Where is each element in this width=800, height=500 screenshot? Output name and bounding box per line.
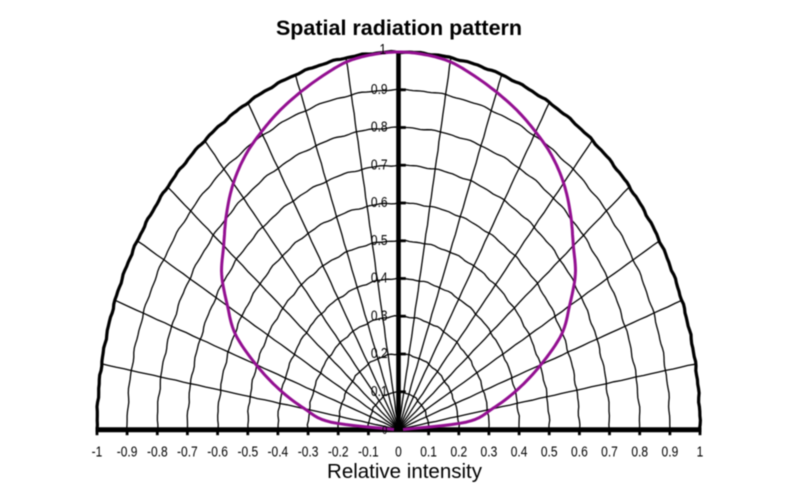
svg-text:0.5: 0.5 [371, 232, 388, 249]
svg-text:-0.1: -0.1 [358, 443, 379, 460]
svg-text:1: 1 [380, 41, 387, 58]
svg-text:-0.7: -0.7 [177, 443, 198, 460]
svg-text:0.8: 0.8 [371, 118, 388, 135]
svg-text:-1: -1 [92, 443, 103, 460]
svg-text:0.2: 0.2 [450, 443, 467, 460]
svg-text:0.7: 0.7 [371, 156, 388, 173]
svg-text:-0.6: -0.6 [207, 443, 228, 460]
svg-text:0.2: 0.2 [371, 345, 388, 362]
svg-text:-0.3: -0.3 [298, 443, 319, 460]
svg-text:0.9: 0.9 [662, 443, 679, 460]
svg-text:0.7: 0.7 [601, 443, 618, 460]
svg-text:0.1: 0.1 [371, 383, 388, 400]
svg-text:0.1: 0.1 [420, 443, 437, 460]
svg-text:-0.2: -0.2 [328, 443, 349, 460]
svg-text:-0.9: -0.9 [117, 443, 138, 460]
svg-text:0: 0 [382, 425, 387, 437]
svg-text:0.6: 0.6 [371, 194, 388, 211]
svg-text:-0.5: -0.5 [237, 443, 258, 460]
svg-text:0.3: 0.3 [371, 307, 388, 324]
svg-text:Spatial radiation pattern: Spatial radiation pattern [276, 16, 522, 40]
svg-text:0.8: 0.8 [631, 443, 648, 460]
svg-text:Relative intensity: Relative intensity [327, 460, 483, 483]
svg-text:0: 0 [395, 443, 402, 460]
svg-text:0.6: 0.6 [571, 443, 588, 460]
svg-text:-0.8: -0.8 [147, 443, 168, 460]
svg-text:0.9: 0.9 [371, 81, 388, 98]
svg-text:0.5: 0.5 [541, 443, 558, 460]
svg-text:-0.4: -0.4 [268, 443, 289, 460]
svg-text:0.3: 0.3 [481, 443, 498, 460]
svg-text:0.4: 0.4 [511, 443, 528, 460]
svg-text:0.4: 0.4 [371, 269, 388, 286]
svg-text:1: 1 [697, 443, 704, 460]
